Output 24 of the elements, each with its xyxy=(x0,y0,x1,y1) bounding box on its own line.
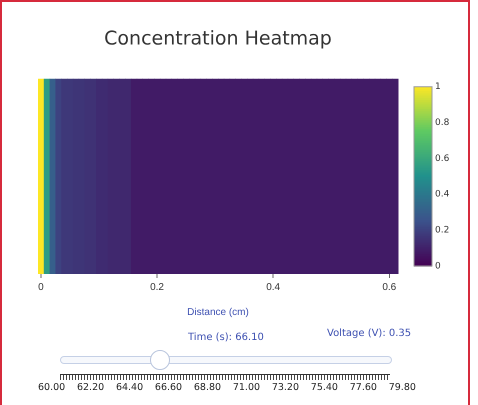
color-bar-label: 0.4 xyxy=(435,190,450,200)
x-axis-title: Distance (cm) xyxy=(187,306,249,318)
x-tick-label: 0.2 xyxy=(150,282,164,293)
color-bar-label: 0 xyxy=(435,261,441,272)
text: 71.00 xyxy=(232,382,260,393)
text: 62.20 xyxy=(76,382,104,393)
color-bar-label: 0.2 xyxy=(435,226,450,236)
text: 77.60 xyxy=(350,382,377,393)
text: 79.80 xyxy=(388,382,416,393)
text: 75.40 xyxy=(310,382,338,393)
text: Voltage (V): 0.35 xyxy=(327,328,412,339)
x-tick-label: 0.4 xyxy=(266,282,281,293)
text: 66.60 xyxy=(154,382,182,393)
color-bar-label: 0.6 xyxy=(435,154,450,164)
text: 73.20 xyxy=(272,382,300,393)
x-tick-label: 0 xyxy=(38,282,44,293)
x-tick-label: 0.6 xyxy=(382,282,397,293)
text: 60.00 xyxy=(38,382,66,393)
text: 68.80 xyxy=(194,382,222,393)
color-bar-label: 0.8 xyxy=(435,118,450,128)
text: Time (s): 66.10 xyxy=(188,332,264,343)
text: 64.40 xyxy=(116,382,144,393)
chart-title: Concentration Heatmap xyxy=(104,27,332,50)
color-bar-label: 1 xyxy=(435,82,441,92)
